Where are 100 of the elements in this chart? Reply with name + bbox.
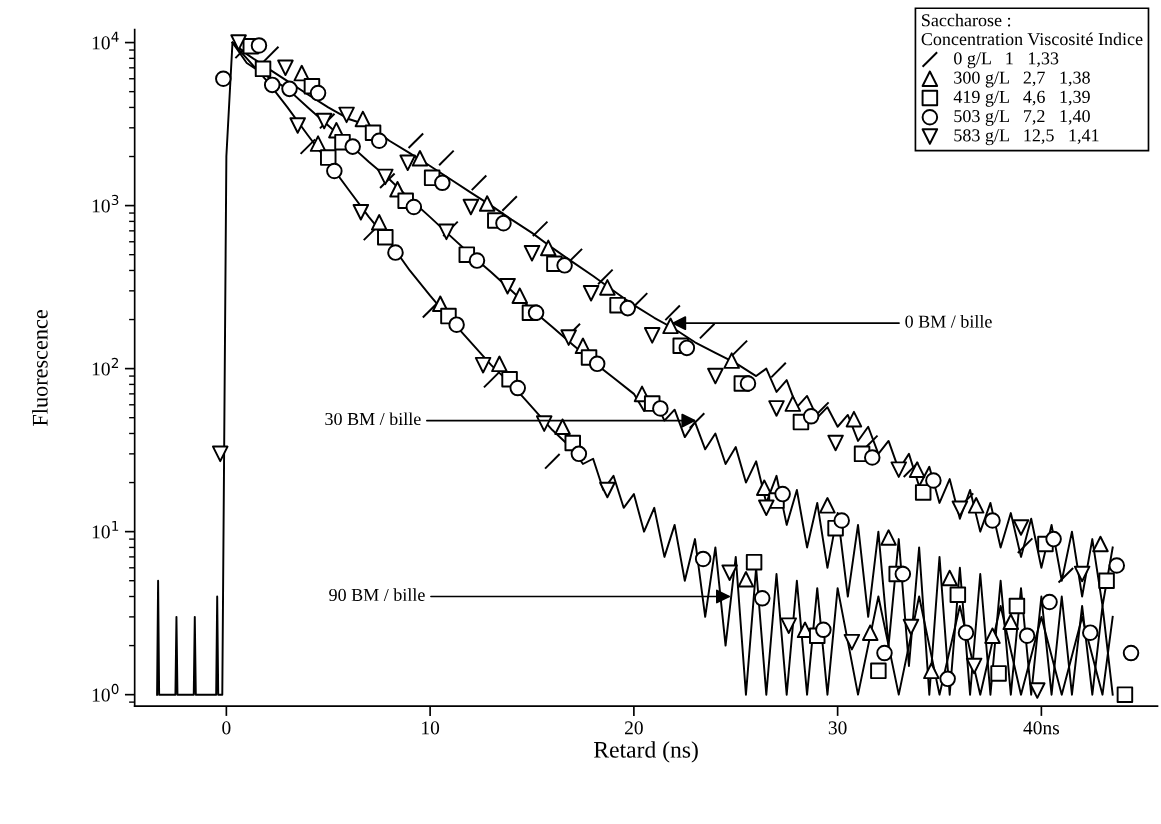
y-tick-label: 10$^{1}$: [92, 520, 119, 539]
annotation: 90 BM / bille: [329, 588, 425, 602]
point: [758, 499, 775, 517]
point: [468, 252, 486, 269]
point: [250, 37, 268, 54]
point: [984, 512, 1001, 529]
point: [399, 154, 416, 172]
point: [894, 565, 912, 583]
point: [990, 665, 1007, 682]
point: [387, 244, 404, 261]
point: [438, 223, 455, 241]
point: [215, 70, 232, 87]
point: [1045, 530, 1062, 548]
point: [499, 278, 516, 295]
point: [254, 60, 272, 78]
point: [411, 150, 429, 167]
point: [965, 657, 983, 675]
point: [599, 481, 616, 499]
point: [739, 375, 757, 392]
point: [448, 316, 465, 333]
point: [753, 590, 771, 607]
point: [833, 512, 850, 529]
point: [1116, 686, 1134, 703]
y-axis-title: Fluorescence: [32, 310, 48, 426]
point: [474, 356, 492, 374]
point: [599, 279, 616, 296]
point: [1073, 565, 1091, 583]
point: [845, 410, 863, 428]
point: [1029, 682, 1046, 699]
point: [774, 485, 791, 503]
y-tick-label: 10$^{4}$: [92, 31, 119, 50]
point: [511, 287, 529, 304]
point: [540, 239, 557, 257]
point: [523, 245, 541, 262]
point: [1122, 644, 1140, 662]
x-tick-label: 20: [625, 721, 643, 735]
point: [619, 299, 637, 317]
legend-label: 0 g/L 1 1,33: [954, 52, 1059, 69]
point: [941, 569, 958, 587]
point: [745, 553, 763, 571]
point: [864, 449, 881, 466]
point: [570, 445, 588, 463]
point: [326, 162, 343, 180]
point: [815, 621, 832, 639]
point: [870, 662, 887, 680]
x-tick-label: 0: [222, 721, 231, 735]
point: [370, 132, 388, 149]
point: [949, 586, 967, 604]
point: [344, 138, 361, 155]
point: [902, 618, 920, 636]
point: [780, 617, 797, 634]
point: [939, 670, 956, 688]
point: [876, 644, 893, 662]
point: [694, 550, 712, 568]
point: [338, 106, 355, 124]
point: [737, 571, 755, 588]
point: [723, 352, 740, 369]
point: [1098, 572, 1115, 589]
point: [802, 408, 820, 425]
point: [908, 461, 926, 478]
point: [951, 500, 969, 518]
point: [914, 484, 932, 501]
y-tick-label: 10$^{3}$: [92, 194, 119, 213]
point: [478, 195, 496, 212]
point: [263, 76, 281, 94]
x-axis-title: Retard (ns): [594, 741, 698, 763]
point: [1082, 624, 1099, 641]
point: [352, 204, 370, 221]
point: [405, 198, 423, 216]
legend-label: 419 g/L 4,6 1,39: [953, 90, 1090, 107]
point: [277, 59, 294, 77]
point: [967, 497, 985, 514]
point: [588, 355, 606, 373]
point: [527, 304, 545, 322]
point: [434, 174, 451, 192]
point: [923, 662, 940, 680]
point: [309, 84, 327, 102]
point: [768, 400, 785, 417]
x-tick-label: 10: [422, 721, 440, 735]
x-tick-label: 30: [828, 721, 847, 735]
y-tick-label: 10$^{0}$: [92, 683, 119, 702]
annotation: 0 BM / bille: [905, 314, 992, 328]
point: [319, 149, 337, 166]
point: [495, 214, 512, 232]
point: [662, 317, 679, 335]
point: [1092, 535, 1109, 553]
point: [377, 228, 394, 246]
point: [890, 461, 907, 478]
point: [509, 379, 526, 397]
point: [556, 257, 573, 274]
point: [289, 117, 306, 134]
point: [984, 627, 1001, 644]
point: [370, 214, 388, 231]
annotation: 30 BM / bille: [325, 412, 421, 426]
point: [212, 445, 229, 463]
x-tick-label: 40ns: [1023, 721, 1060, 735]
point: [309, 135, 327, 152]
point: [880, 529, 897, 546]
point: [707, 367, 724, 385]
legend-label: 503 g/L 7,2 1,40: [954, 109, 1090, 126]
